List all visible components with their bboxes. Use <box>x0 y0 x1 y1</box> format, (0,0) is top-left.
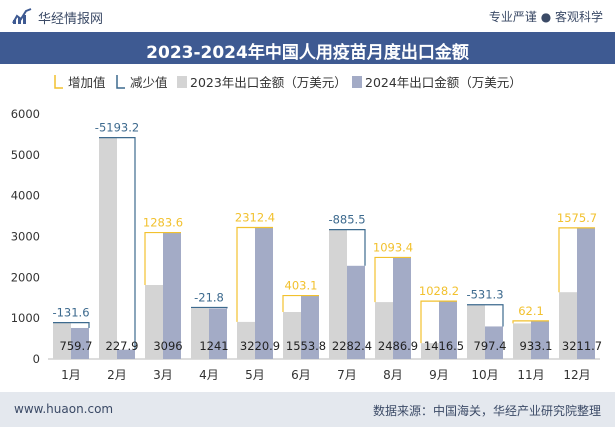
bar-2023 <box>237 321 255 359</box>
bar-2024 <box>347 265 365 359</box>
bar-2023 <box>53 322 71 359</box>
bar-2024 <box>531 320 549 359</box>
change-label: 1575.7 <box>557 211 597 225</box>
bar-2023 <box>329 229 347 359</box>
bar-2024 <box>209 308 227 359</box>
bar-2024 <box>485 326 503 359</box>
legend-marker-dec <box>116 75 125 89</box>
tagline: 专业严谨 ● 客观科学 <box>488 10 603 24</box>
brand-name: 华经情报网 <box>38 12 104 27</box>
increase-bracket <box>420 300 457 344</box>
change-label: 403.1 <box>285 279 318 293</box>
decrease-bracket <box>99 137 136 350</box>
increase-bracket <box>236 226 273 322</box>
x-tick-label: 1月 <box>61 368 81 382</box>
bar-2024 <box>301 295 319 359</box>
legend-label-dec: 减少值 <box>130 75 168 90</box>
change-label: -531.3 <box>466 288 503 302</box>
change-label: -885.5 <box>328 213 365 227</box>
data-source: 数据来源：中国海关，华经产业研究院整理 <box>372 404 601 418</box>
decrease-bracket <box>53 322 90 328</box>
x-tick-label: 2月 <box>107 368 127 382</box>
bar-2023 <box>421 343 439 359</box>
y-tick-label: 4000 <box>11 189 40 203</box>
decrease-bracket <box>191 306 228 309</box>
change-label: -5193.2 <box>95 121 139 135</box>
value-label-2024: 3096 <box>153 339 182 353</box>
increase-bracket <box>374 256 411 303</box>
top-bar: 华经情报网 专业严谨 ● 客观科学 <box>0 0 615 32</box>
x-tick-label: 4月 <box>199 368 219 382</box>
bar-2024 <box>577 227 595 359</box>
y-tick-label: 1000 <box>11 311 40 325</box>
bar-2023 <box>467 304 485 359</box>
value-label-2024: 3211.7 <box>562 339 602 353</box>
bar-2023 <box>99 137 117 359</box>
x-tick-label: 8月 <box>383 368 403 382</box>
website-url[interactable]: www.huaon.com <box>14 402 114 416</box>
x-tick-label: 12月 <box>563 368 590 382</box>
change-label: 1283.6 <box>143 216 183 230</box>
chart-title: 2023-2024年中国人用疫苗月度出口金额 <box>146 43 469 63</box>
decrease-bracket <box>329 229 366 266</box>
value-label-2024: 1553.8 <box>286 339 326 353</box>
bar-2023 <box>559 292 577 359</box>
legend-marker-s23 <box>177 76 187 88</box>
title-bar: 2023-2024年中国人用疫苗月度出口金额 <box>0 32 615 64</box>
x-tick-label: 11月 <box>517 368 544 382</box>
bar-2023 <box>145 284 163 359</box>
value-label-2024: 3220.9 <box>240 339 280 353</box>
value-label-2024: 1241 <box>199 339 228 353</box>
footer: www.huaon.com 数据来源：中国海关，华经产业研究院整理 <box>0 392 615 427</box>
legend-label-inc: 增加值 <box>68 75 106 90</box>
increase-bracket <box>282 294 319 313</box>
y-tick-label: 6000 <box>11 107 40 121</box>
x-tick-label: 9月 <box>429 368 449 382</box>
y-tick-label: 0 <box>33 352 40 366</box>
bar-2023 <box>191 307 209 359</box>
chart: 增加值 减少值 2023年出口金额（万美元） 2024年出口金额（万美元） 0 1000 2… <box>11 75 602 382</box>
value-label-2024: 933.1 <box>520 339 553 353</box>
bar-2023 <box>375 302 393 359</box>
change-label: -131.6 <box>52 306 89 320</box>
change-label: 2312.4 <box>235 210 275 224</box>
change-label: 62.1 <box>518 304 544 318</box>
y-tick-label: 2000 <box>11 270 40 284</box>
change-label: 1028.2 <box>419 284 459 298</box>
logo-icon <box>12 8 32 24</box>
decrease-bracket <box>467 304 504 327</box>
value-label-2024: 797.4 <box>474 339 507 353</box>
bar-2024 <box>71 327 89 359</box>
value-label-2024: 759.7 <box>60 339 93 353</box>
legend-label-s24: 2024年出口金额（万美元） <box>365 75 522 90</box>
bar-2024 <box>439 301 457 359</box>
increase-bracket <box>144 231 181 285</box>
value-label-2024: 227.9 <box>106 339 139 353</box>
increase-bracket <box>512 320 549 324</box>
x-tick-label: 10月 <box>471 368 498 382</box>
legend-marker-s24 <box>352 76 362 88</box>
bar-2024 <box>163 232 181 359</box>
value-label-2024: 2282.4 <box>332 339 372 353</box>
change-label: -21.8 <box>194 290 224 304</box>
bar-2024 <box>117 349 135 359</box>
bar-2023 <box>283 312 301 359</box>
x-tick-label: 3月 <box>153 368 173 382</box>
legend-marker-inc <box>54 75 63 89</box>
bar-2024 <box>255 227 273 359</box>
x-tick-label: 5月 <box>245 368 265 382</box>
increase-bracket <box>558 227 595 293</box>
x-tick-label: 6月 <box>291 368 311 382</box>
bar-2024 <box>393 257 411 359</box>
value-label-2024: 2486.9 <box>378 339 418 353</box>
x-tick-label: 7月 <box>337 368 357 382</box>
bar-2023 <box>513 323 531 359</box>
change-label: 1093.4 <box>373 240 413 254</box>
y-tick-label: 5000 <box>11 148 40 162</box>
y-tick-label: 3000 <box>11 230 40 244</box>
legend-label-s23: 2023年出口金额（万美元） <box>190 75 347 90</box>
value-label-2024: 1416.5 <box>424 339 464 353</box>
